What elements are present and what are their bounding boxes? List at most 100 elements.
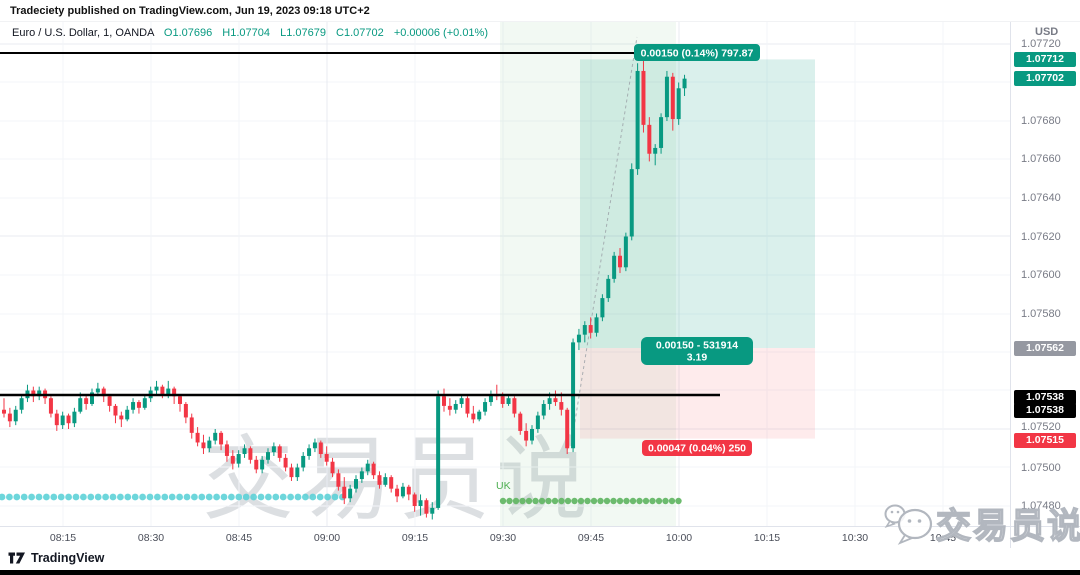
cyan-indicator-dot [183, 493, 191, 501]
candle [248, 446, 253, 464]
price-axis[interactable]: USD 1.07720 1.07680 1.07660 1.07640 1.07620 1… [1010, 22, 1080, 526]
candle [670, 72, 675, 131]
cyan-indicator-dot [316, 493, 324, 501]
candle [588, 317, 593, 339]
candle [541, 400, 546, 420]
candle [395, 484, 400, 503]
symbol-title: Euro / U.S. Dollar, 1, OANDA [12, 27, 154, 39]
cyan-indicator-dot [242, 493, 250, 501]
candle [641, 47, 646, 133]
candle [48, 396, 53, 418]
candle [136, 400, 141, 414]
cyan-indicator-dot [257, 493, 265, 501]
candle [512, 396, 517, 418]
candle [535, 411, 540, 433]
candle [201, 434, 206, 455]
cyan-indicator-dot [294, 493, 302, 501]
attribution-bar: Tradeciety published on TradingView.com,… [0, 0, 1080, 22]
target-label[interactable]: 0.00150 (0.14%) 797.87 [634, 44, 760, 61]
cyan-indicator-dot [50, 493, 58, 501]
price-tick: 1.07520 [1021, 421, 1061, 433]
cyan-indicator-dot [13, 493, 21, 501]
price-badge: 1.07538 [1014, 390, 1076, 405]
green-indicator-dot [512, 497, 520, 505]
cyan-indicator-dot [72, 493, 80, 501]
candle [506, 394, 511, 406]
ohlc-low: L1.07679 [280, 27, 326, 39]
candle [371, 461, 376, 480]
candle [178, 394, 183, 412]
cyan-indicator-dot [139, 493, 147, 501]
candle [324, 446, 329, 466]
candle [54, 409, 59, 431]
candle [365, 459, 370, 476]
cyan-indicator-dot [161, 493, 169, 501]
cyan-indicator-dot [176, 493, 184, 501]
cyan-indicator-dot [20, 493, 28, 501]
candle [125, 405, 130, 422]
tradingview-brand-link[interactable]: TradingView [8, 551, 104, 565]
candle [488, 390, 493, 406]
green-indicator-dot [545, 497, 552, 505]
candle [254, 455, 259, 474]
stop-label[interactable]: 0.00047 (0.04%) 250 [642, 440, 752, 456]
candle [635, 63, 640, 175]
price-tick: 1.07600 [1021, 269, 1061, 281]
candle [330, 457, 335, 478]
candle [465, 396, 470, 418]
candle [559, 392, 564, 416]
cyan-indicator-dot [205, 493, 213, 501]
cyan-indicator-dot [168, 493, 176, 501]
axis-corner [1010, 526, 1080, 548]
green-indicator-dot [584, 497, 591, 505]
cyan-indicator-dot [87, 493, 95, 501]
cyan-indicator-dot [265, 493, 272, 501]
cyan-indicator-dot [146, 493, 154, 501]
wechat-watermark: 交易员说 [882, 498, 1080, 549]
ohlc-close: C1.07702 [336, 27, 384, 39]
long-position-profit-zone[interactable] [580, 59, 815, 349]
candle [383, 473, 388, 487]
cyan-indicator-dot [235, 493, 243, 501]
green-indicator-dot [623, 497, 630, 505]
candle [183, 402, 188, 424]
candle [213, 429, 218, 445]
time-tick: 10:15 [753, 532, 781, 544]
axis-currency-label: USD [1035, 26, 1059, 38]
candle [612, 251, 617, 283]
candle [260, 455, 265, 474]
candle [430, 502, 435, 520]
cyan-indicator-dot [279, 493, 287, 501]
candle [418, 494, 423, 516]
time-tick: 10:00 [665, 532, 693, 544]
candle [594, 313, 599, 337]
candle [400, 482, 405, 499]
ohlc-open: O1.07696 [163, 27, 213, 39]
candle [336, 469, 341, 491]
green-indicator-dot [610, 497, 617, 505]
footer-bar: TradingView [0, 548, 1080, 570]
green-indicator-dot [655, 497, 663, 505]
candle [119, 411, 124, 428]
green-indicator-dot [642, 497, 650, 505]
candle [524, 423, 529, 447]
time-axis[interactable]: 08:15 08:30 08:45 09:00 09:15 09:30 09:45 10:00… [0, 526, 1010, 548]
tradingview-logo-icon [8, 552, 25, 564]
candle [307, 444, 312, 460]
time-tick: 10:45 [929, 532, 957, 544]
candle [436, 390, 441, 510]
candle [19, 394, 24, 414]
candle [2, 398, 6, 418]
green-indicator-dot [636, 497, 643, 505]
price-badge: 1.07515 [1014, 433, 1076, 448]
candle [676, 82, 681, 125]
candle [295, 463, 300, 481]
candle [477, 409, 482, 422]
candle [553, 390, 558, 406]
green-indicator-dot [571, 497, 578, 505]
candle [90, 388, 95, 406]
candle [354, 475, 359, 493]
candle [266, 448, 271, 464]
